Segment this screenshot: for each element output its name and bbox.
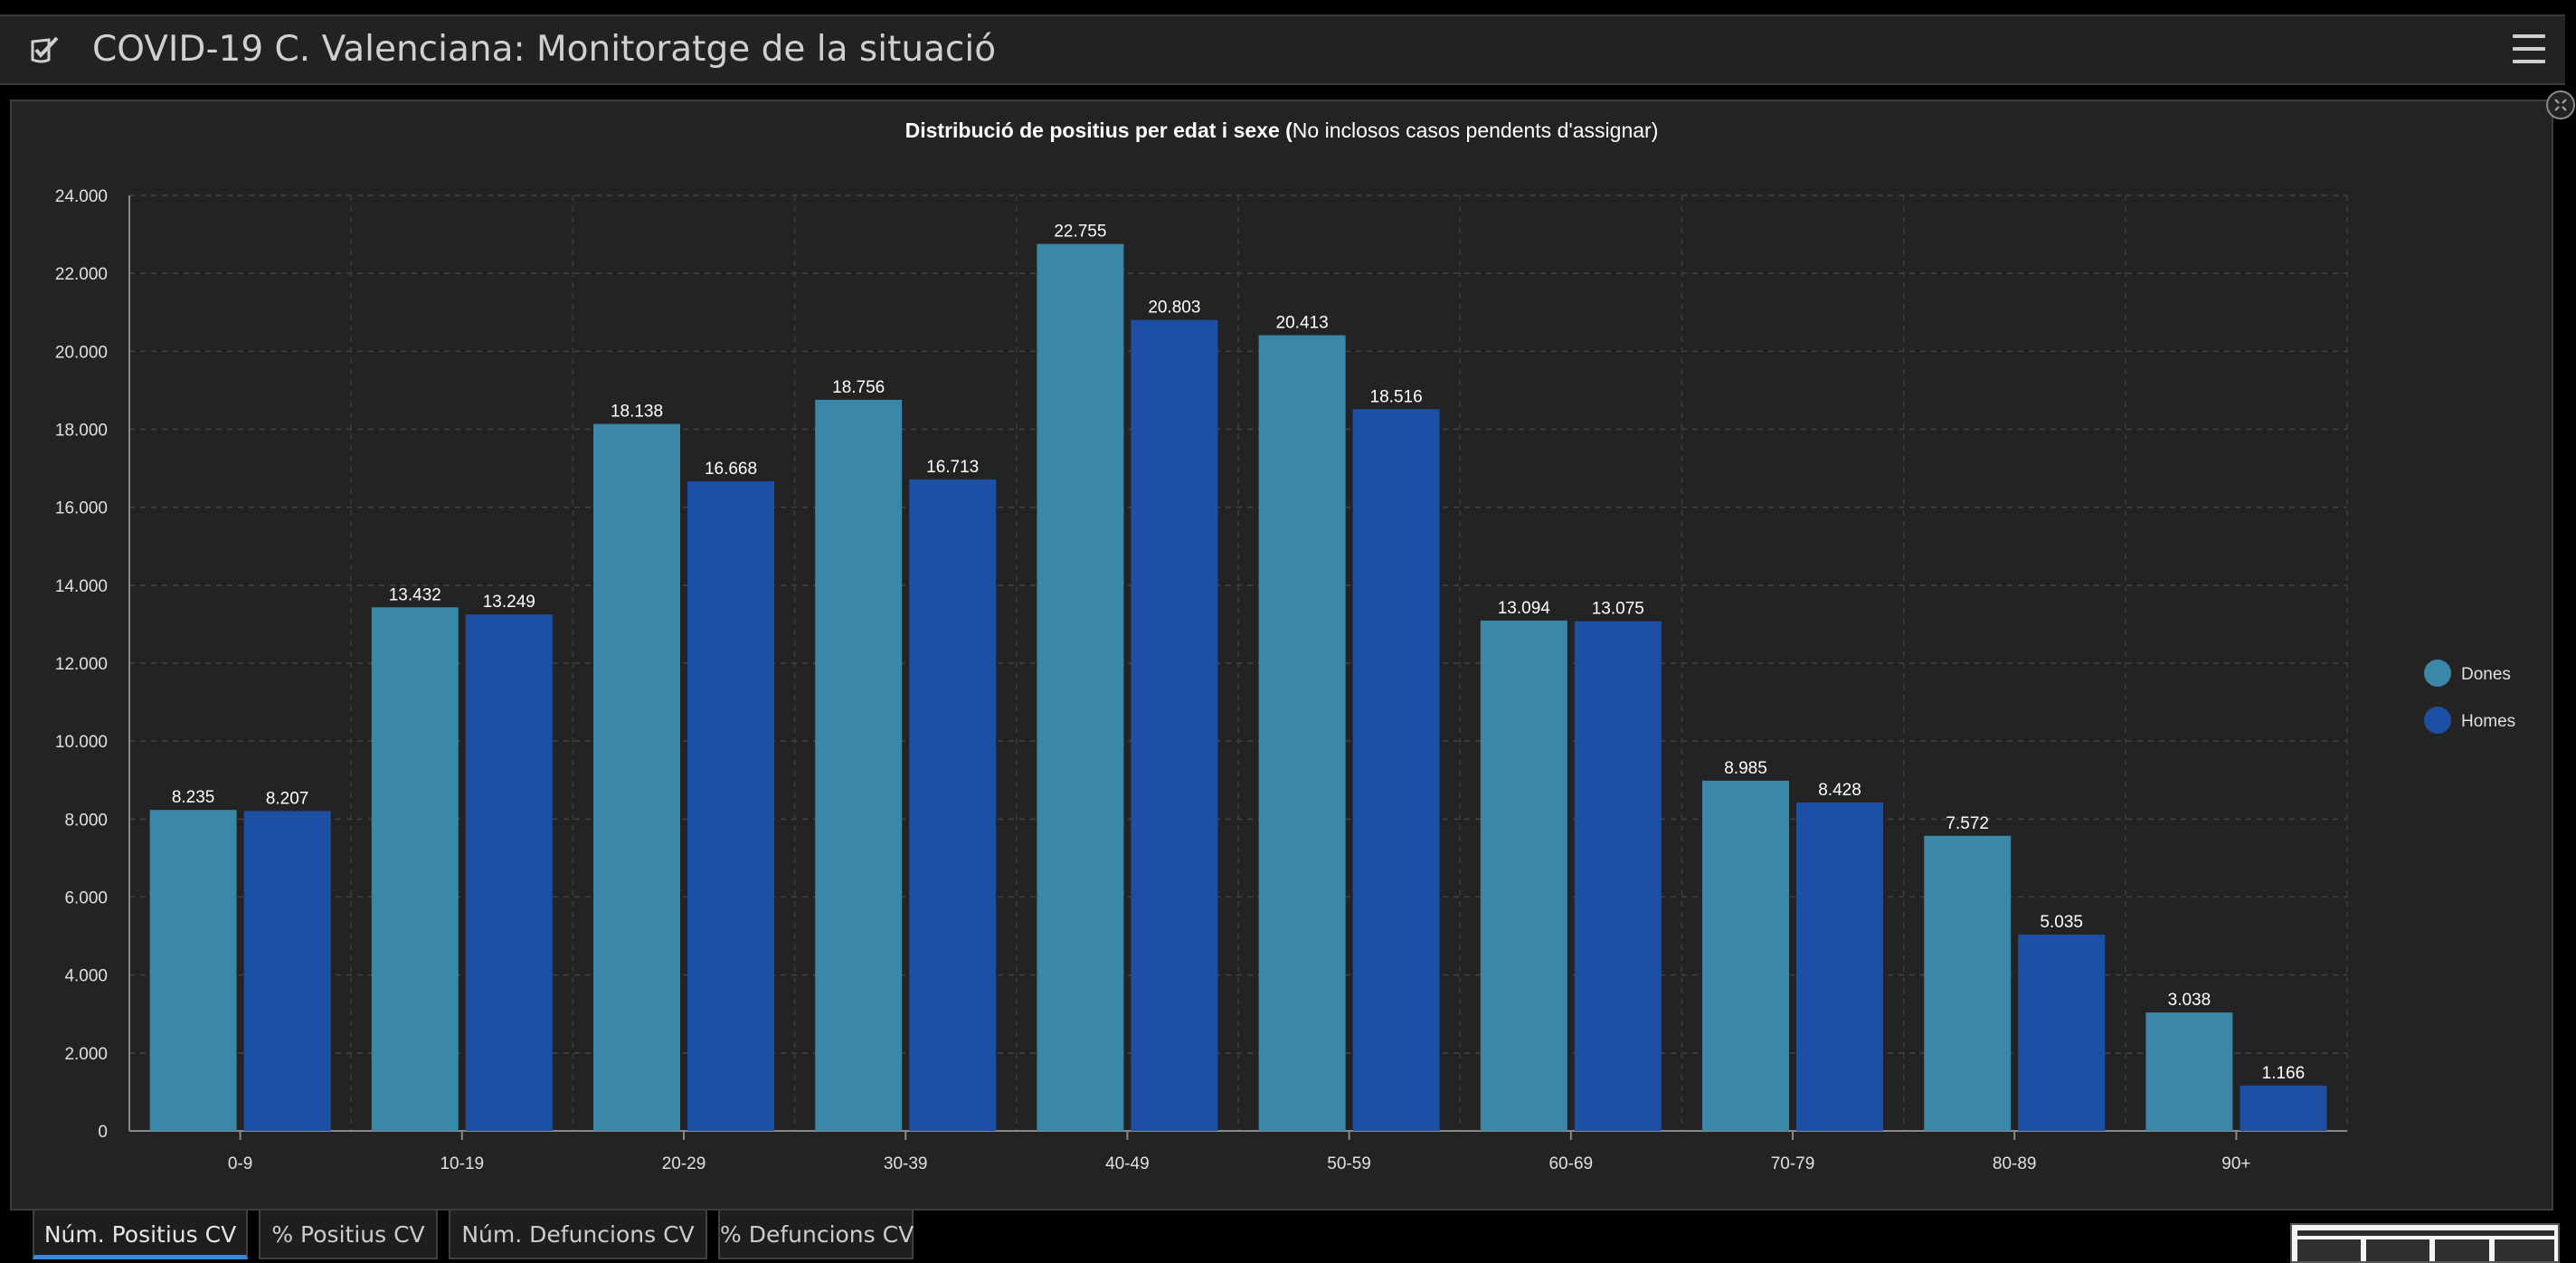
y-tick-label: 16.000 [55,499,108,518]
bar-labels: 8.235 8.207 13.432 13.249 18.138 16.668 18.756… [172,223,2305,1083]
legend-swatch-dones [2424,660,2451,687]
app-title: COVID-19 C. Valenciana: Monitoratge de l… [92,29,997,70]
bar-chart: Distribució de positius per edat i sexe … [55,119,2515,1173]
data-label: 18.516 [1370,387,1423,406]
data-label: 13.094 [1498,599,1551,618]
data-label: 13.249 [483,593,535,612]
app-header: COVID-19 C. Valenciana: Monitoratge de l… [0,14,2565,85]
chart-gridlines [128,195,2348,1131]
y-tick-label: 2.000 [64,1045,108,1064]
bar-dones-10-19[interactable] [371,607,459,1131]
x-tick-label: 10-19 [440,1154,484,1173]
legend-label-dones[interactable]: Dones [2461,665,2511,684]
data-label: 16.668 [705,460,757,479]
bar-homes-30-39[interactable] [909,479,997,1131]
bars [149,243,2327,1132]
tab-n-m-positius-cv[interactable]: Núm. Positius CV [33,1211,248,1259]
y-tick-label: 12.000 [55,655,108,674]
data-label: 8.428 [1818,781,1861,800]
bar-dones-60-69[interactable] [1480,620,1567,1131]
x-tick-label: 80-89 [1993,1154,2037,1173]
y-axis: 0 2.000 4.000 6.000 8.000 10.000 12.000 14.000 1… [55,187,130,1142]
bar-homes-0-9[interactable] [243,811,331,1131]
data-label: 8.235 [172,788,215,807]
bar-homes-60-69[interactable] [1574,621,1662,1131]
bar-homes-70-79[interactable] [1796,802,1883,1131]
chart-title: Distribució de positius per edat i sexe … [905,119,1659,142]
shield-check-icon [31,36,59,63]
y-tick-label: 20.000 [55,343,108,362]
data-label: 16.713 [926,458,979,477]
data-label: 18.756 [832,378,885,397]
collapse-icon[interactable] [2546,90,2575,119]
tab-defuncions-cv[interactable]: % Defuncions CV [718,1211,914,1259]
data-label: 22.755 [1054,223,1106,242]
bar-dones-50-59[interactable] [1258,335,1346,1131]
data-label: 13.432 [389,585,441,604]
data-label: 8.207 [266,789,309,808]
dashboard-thumbnail[interactable] [2290,1223,2560,1263]
data-label: 7.572 [1946,814,1989,833]
x-tick-label: 60-69 [1548,1154,1593,1173]
bar-homes-40-49[interactable] [1131,319,1218,1131]
y-tick-label: 0 [98,1123,108,1142]
x-tick-label: 20-29 [662,1154,706,1173]
bar-dones-40-49[interactable] [1037,243,1124,1131]
y-tick-label: 24.000 [55,187,108,206]
bar-dones-90+[interactable] [2145,1012,2233,1131]
y-tick-label: 22.000 [55,265,108,284]
y-tick-label: 18.000 [55,422,108,441]
x-axis: 0-9 10-19 20-29 30-39 40-49 50-59 60-69 70-79 80… [129,1130,2347,1173]
x-tick-label: 40-49 [1105,1154,1150,1173]
data-label: 20.803 [1148,299,1200,318]
chart-panel: Distribució de positius per edat i sexe … [10,100,2553,1211]
x-tick-label: 0-9 [228,1154,252,1173]
bar-dones-30-39[interactable] [815,399,903,1132]
x-tick-label: 30-39 [884,1154,928,1173]
x-tick-label: 70-79 [1771,1154,1815,1173]
bar-dones-0-9[interactable] [149,810,237,1131]
y-tick-label: 10.000 [55,733,108,752]
y-tick-label: 8.000 [64,811,108,830]
bar-homes-50-59[interactable] [1352,409,1440,1131]
data-label: 13.075 [1592,600,1644,619]
y-tick-label: 4.000 [64,967,108,986]
y-tick-label: 6.000 [64,889,108,908]
tab-positius-cv[interactable]: % Positius CV [259,1211,438,1259]
data-label: 5.035 [2040,913,2083,932]
data-label: 3.038 [2168,991,2211,1010]
chart-legend: Dones Homes [2424,660,2515,734]
tab-n-m-defuncions-cv[interactable]: Núm. Defuncions CV [449,1211,707,1259]
legend-swatch-homes [2424,707,2451,734]
y-tick-label: 14.000 [55,577,108,596]
data-label: 1.166 [2262,1064,2306,1083]
bar-homes-10-19[interactable] [465,614,553,1131]
x-tick-label: 50-59 [1327,1154,1371,1173]
bar-homes-90+[interactable] [2240,1085,2327,1131]
x-tick-label: 90+ [2221,1154,2250,1173]
legend-label-homes[interactable]: Homes [2461,712,2515,731]
bar-dones-80-89[interactable] [1924,835,2012,1131]
hamburger-menu-icon[interactable] [2509,29,2551,71]
data-label: 8.985 [1724,759,1767,778]
data-label: 20.413 [1276,314,1329,333]
bar-homes-20-29[interactable] [687,480,774,1131]
bar-dones-20-29[interactable] [593,423,680,1131]
data-label: 18.138 [611,403,663,422]
bar-dones-70-79[interactable] [1702,780,1789,1131]
bar-homes-80-89[interactable] [2018,935,2106,1131]
